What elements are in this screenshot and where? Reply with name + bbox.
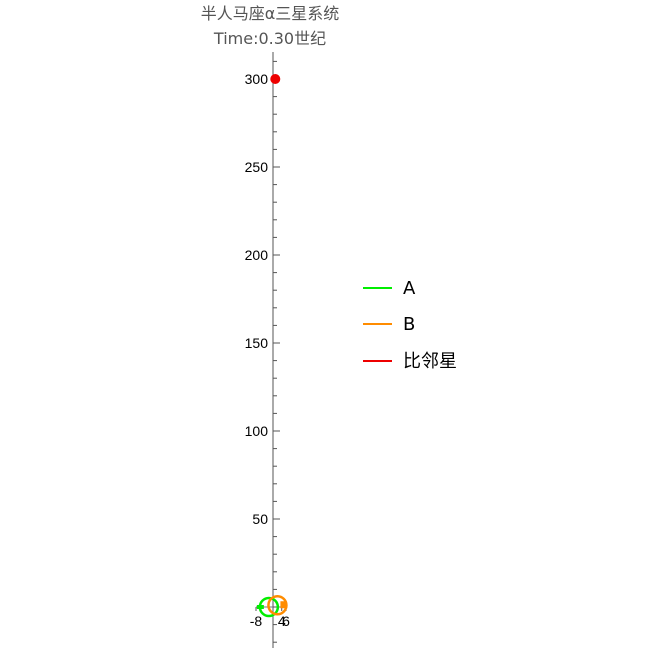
legend-label: B xyxy=(403,314,415,335)
point-A xyxy=(256,605,264,609)
legend-label: A xyxy=(403,278,416,299)
x-tick-label: 4 xyxy=(278,613,286,629)
y-tick-label: 250 xyxy=(245,159,269,175)
x-tick-label: 6 xyxy=(282,613,290,629)
point-proxima xyxy=(270,74,281,84)
x-tick-label: -8 xyxy=(250,613,263,629)
data-marks xyxy=(256,74,288,618)
chart-subtitle: Time:0.30世纪 xyxy=(213,29,326,48)
y-tick-label: 150 xyxy=(245,335,269,351)
y-tick-label: 100 xyxy=(245,423,269,439)
legend: AB 比邻星 xyxy=(363,278,457,372)
legend-label: 比邻星 xyxy=(403,351,457,372)
y-axis-ticks: 50 100 150 200 250 300 xyxy=(245,60,280,643)
y-tick-label: 300 xyxy=(245,71,269,87)
y-tick-label: 50 xyxy=(252,511,268,527)
point-B xyxy=(280,601,287,609)
y-tick-label: 200 xyxy=(245,247,269,263)
chart-title: 半人马座α三星系统 xyxy=(201,4,340,23)
